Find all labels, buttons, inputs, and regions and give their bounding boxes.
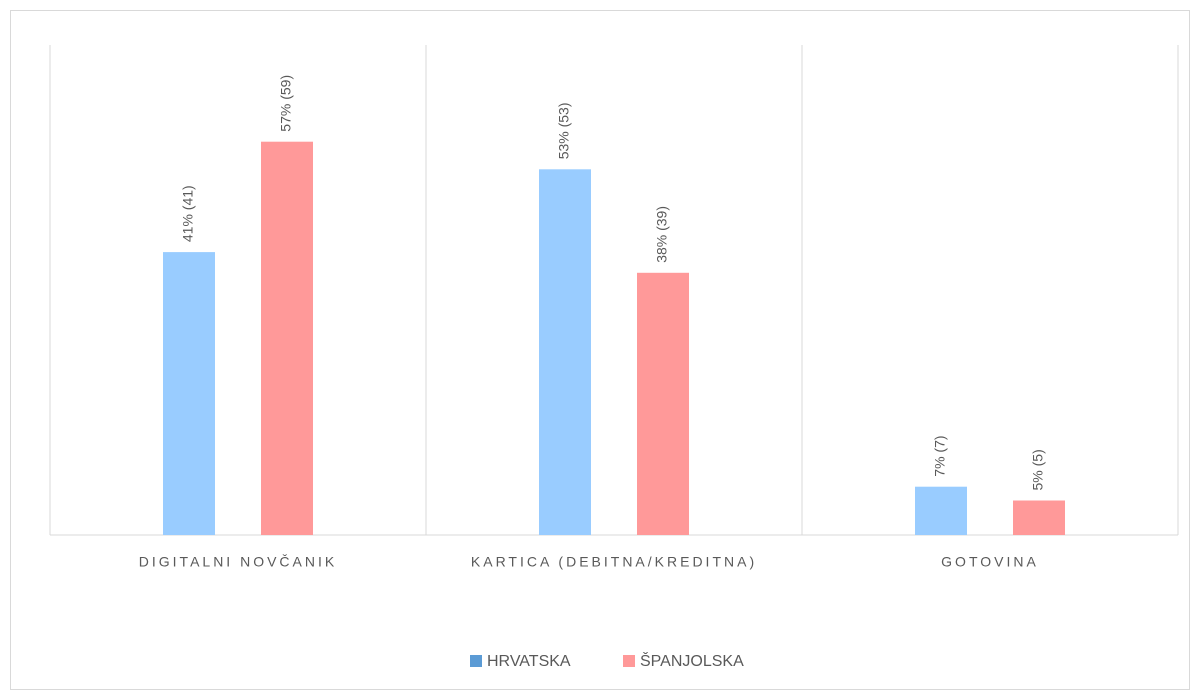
legend-label: HRVATSKA [487,653,571,670]
x-tick-label: GOTOVINA [941,554,1039,570]
data-label: 5% (5) [1030,449,1046,490]
legend-label: ŠPANJOLSKA [640,651,744,670]
bar [637,272,689,535]
x-tick-label: DIGITALNI NOVČANIK [139,554,337,570]
data-label: 38% (39) [654,206,670,263]
data-label: 7% (7) [932,435,948,476]
data-label: 53% (53) [556,102,572,159]
data-label: 57% (59) [278,75,294,132]
bar [1013,500,1065,535]
legend-swatch [623,655,635,667]
x-tick-label: KARTICA (DEBITNA/KREDITNA) [471,554,757,570]
data-label: 41% (41) [180,185,196,242]
bar [915,486,967,535]
bar [261,141,313,535]
bar [539,169,591,536]
legend-swatch [470,655,482,667]
bar [163,252,215,535]
